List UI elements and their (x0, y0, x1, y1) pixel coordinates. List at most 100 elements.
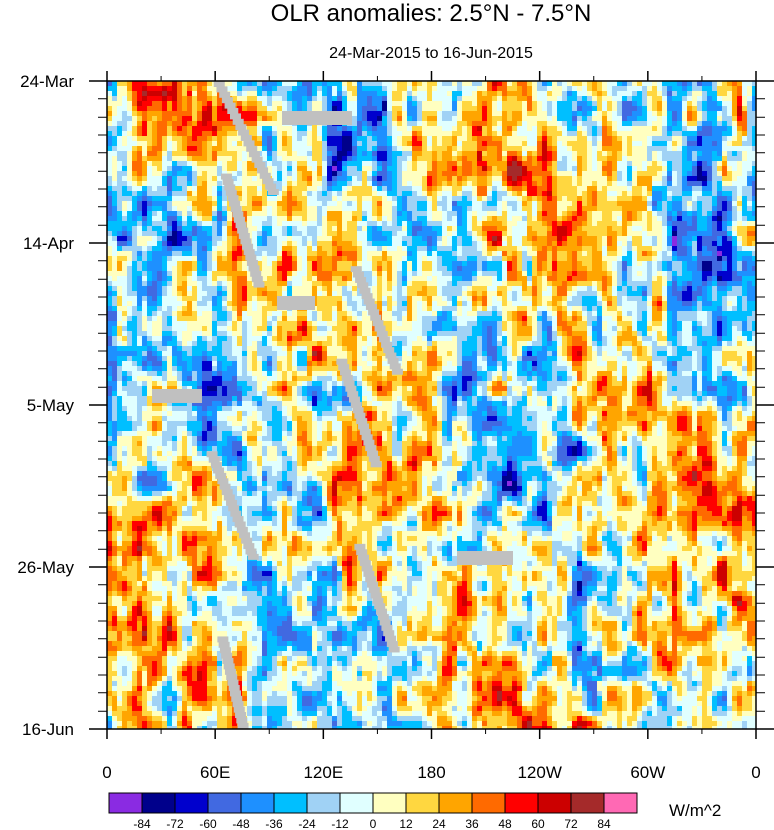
field-cell (552, 171, 558, 177)
field-cell (632, 201, 638, 207)
field-cell (247, 176, 253, 182)
field-cell (182, 196, 188, 202)
field-cell (452, 156, 458, 162)
field-cell (127, 206, 133, 212)
field-cell (452, 256, 458, 262)
field-cell (732, 191, 738, 197)
field-cell (262, 151, 268, 157)
field-cell (577, 171, 583, 177)
field-cell (262, 261, 268, 267)
field-cell (157, 186, 163, 192)
field-cell (292, 166, 298, 172)
field-cell (322, 141, 328, 147)
field-cell (157, 246, 163, 252)
field-cell (352, 231, 358, 237)
field-cell (752, 221, 756, 227)
field-cell (392, 186, 398, 192)
field-cell (297, 91, 303, 97)
field-cell (542, 161, 548, 167)
field-cell (507, 106, 513, 112)
field-cell (572, 221, 578, 227)
field-cell (657, 136, 663, 142)
field-cell (642, 226, 648, 232)
field-cell (517, 86, 523, 92)
field-cell (122, 206, 128, 212)
field-cell (722, 116, 728, 122)
field-cell (687, 201, 693, 207)
field-cell (632, 166, 638, 172)
field-cell (482, 166, 488, 172)
field-cell (567, 181, 573, 187)
field-cell (632, 256, 638, 262)
field-cell (602, 111, 608, 117)
field-cell (447, 266, 453, 272)
field-cell (737, 141, 743, 147)
field-cell (502, 236, 508, 242)
field-cell (412, 176, 418, 182)
field-cell (302, 146, 308, 152)
field-cell (317, 271, 323, 277)
field-cell (512, 151, 518, 157)
field-cell (442, 231, 448, 237)
field-cell (347, 211, 353, 217)
field-cell (577, 116, 583, 122)
field-cell (322, 216, 328, 222)
field-cell (197, 251, 203, 257)
field-cell (217, 201, 223, 207)
field-cell (557, 161, 563, 167)
field-cell (632, 121, 638, 127)
field-cell (307, 171, 313, 177)
field-cell (387, 181, 393, 187)
field-cell (247, 101, 253, 107)
field-cell (327, 271, 333, 277)
field-cell (237, 261, 243, 267)
field-cell (442, 176, 448, 182)
field-cell (737, 171, 743, 177)
field-cell (682, 196, 688, 202)
field-cell (142, 211, 148, 217)
field-cell (267, 156, 273, 162)
field-cell (582, 191, 588, 197)
field-cell (397, 91, 403, 97)
field-cell (467, 191, 473, 197)
field-cell (312, 86, 318, 92)
field-cell (477, 116, 483, 122)
field-cell (397, 236, 403, 242)
field-cell (122, 261, 128, 267)
field-cell (627, 191, 633, 197)
field-cell (162, 256, 168, 262)
field-cell (202, 156, 208, 162)
field-cell (317, 191, 323, 197)
field-cell (277, 171, 283, 177)
field-cell (587, 116, 593, 122)
field-cell (747, 196, 753, 202)
field-cell (202, 136, 208, 142)
field-cell (262, 136, 268, 142)
field-cell (517, 136, 523, 142)
field-cell (232, 256, 238, 262)
field-cell (142, 191, 148, 197)
field-cell (502, 266, 508, 272)
field-cell (252, 251, 258, 257)
field-cell (562, 96, 568, 102)
field-cell (642, 171, 648, 177)
field-cell (492, 131, 498, 137)
field-cell (347, 166, 353, 172)
field-cell (112, 116, 118, 122)
field-cell (357, 101, 363, 107)
field-cell (382, 201, 388, 207)
field-cell (362, 106, 368, 112)
field-cell (707, 111, 713, 117)
field-cell (677, 106, 683, 112)
field-cell (257, 101, 263, 107)
field-cell (637, 141, 643, 147)
field-cell (682, 171, 688, 177)
field-cell (172, 121, 178, 127)
field-cell (412, 181, 418, 187)
field-cell (552, 246, 558, 252)
field-cell (127, 201, 133, 207)
field-cell (142, 251, 148, 257)
field-cell (462, 96, 468, 102)
field-cell (662, 241, 668, 247)
field-cell (357, 166, 363, 172)
